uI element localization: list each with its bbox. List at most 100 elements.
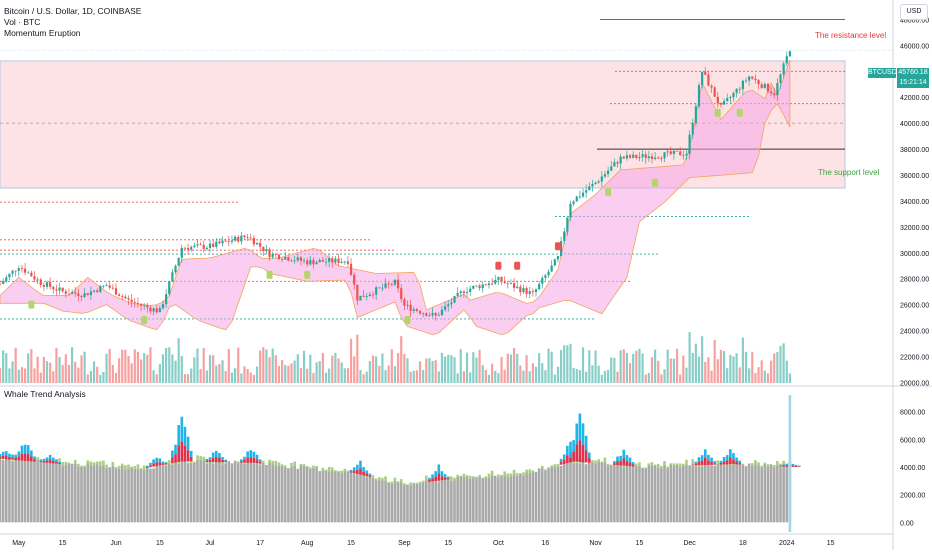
x-tick-label: 18 <box>739 540 747 547</box>
volume-bar <box>268 357 270 383</box>
x-tick-label: 15 <box>156 540 164 547</box>
candle <box>582 188 584 198</box>
whale-bar <box>61 466 64 522</box>
whale-bar-green <box>754 460 757 464</box>
whale-bar-red <box>704 458 707 465</box>
candle <box>237 235 239 244</box>
y-tick-label: 26000.00 <box>900 303 929 310</box>
x-tick-label: Nov <box>589 540 602 547</box>
volume-bar <box>657 361 659 383</box>
volume-bar <box>24 368 26 383</box>
whale-bar-cyan <box>438 464 441 473</box>
candle-body <box>739 89 741 90</box>
momentum-indicator-label[interactable]: Momentum Eruption <box>4 28 81 38</box>
x-tick-label: 17 <box>256 540 264 547</box>
candle-body <box>522 288 524 292</box>
whale-bar <box>325 471 328 522</box>
whale-bar-red <box>215 457 218 462</box>
whale-bar-green <box>767 464 770 466</box>
whale-bar <box>90 465 93 522</box>
whale-bar-cyan <box>707 455 710 461</box>
y-tick-label: 30000.00 <box>900 251 929 258</box>
whale-bar-green <box>488 474 491 478</box>
whale-bar <box>278 466 281 522</box>
volume-bar <box>491 364 493 383</box>
candle-body <box>8 274 10 277</box>
candle-body <box>632 155 634 158</box>
candle-body <box>623 157 625 159</box>
whale-bar <box>434 481 437 523</box>
volume-bar <box>516 354 518 383</box>
volume-bar <box>290 363 292 383</box>
candle-body <box>673 151 675 154</box>
whale-bar <box>18 460 21 523</box>
whale-bar-latest <box>789 395 792 532</box>
whale-bar-green <box>187 462 190 463</box>
whale-bar-red <box>622 458 625 465</box>
candle-body <box>576 197 578 202</box>
candle <box>24 263 26 275</box>
volume-bar <box>748 368 750 383</box>
candle-body <box>384 283 386 287</box>
volume-bar <box>494 371 496 383</box>
whale-bar-red <box>365 474 368 477</box>
candle-body <box>30 273 32 277</box>
candle-body <box>610 166 612 170</box>
whale-bar <box>594 463 597 522</box>
whale-bar-green <box>412 483 415 484</box>
volume-bar <box>46 361 48 383</box>
candle <box>513 278 515 292</box>
candle-body <box>598 181 600 182</box>
whale-bar-green <box>347 471 350 472</box>
whale-bar-cyan <box>428 478 431 480</box>
whale-bar-green <box>372 475 375 478</box>
volume-bar <box>341 362 343 383</box>
volume-bar <box>566 345 568 383</box>
y-tick-label: 40000.00 <box>900 121 929 128</box>
candle <box>350 258 352 276</box>
whale-bar-cyan <box>146 466 149 467</box>
whale-bar <box>27 460 30 522</box>
candle-body <box>444 306 446 309</box>
symbol-title[interactable]: Bitcoin / U.S. Dollar, 1D, COINBASE <box>4 6 141 16</box>
candle-body <box>754 79 756 80</box>
candle-body <box>190 247 192 250</box>
whale-bar <box>497 477 500 522</box>
volume-bar <box>171 354 173 383</box>
whale-bar-green <box>503 471 506 475</box>
signal-marker <box>555 242 561 250</box>
volume-bar <box>0 368 1 383</box>
volume-bar <box>438 372 440 383</box>
candle-body <box>131 300 133 302</box>
candle-body <box>667 151 669 152</box>
candle-body <box>99 286 101 292</box>
volume-bar <box>27 353 29 383</box>
whale-bar-red <box>2 456 5 459</box>
candle <box>212 240 214 247</box>
volume-bar <box>174 361 176 383</box>
volume-bar <box>278 366 280 383</box>
whale-bar <box>575 463 578 523</box>
whale-bar-red <box>14 458 17 460</box>
x-tick-label: May <box>12 540 26 547</box>
candle-body <box>278 255 280 259</box>
currency-badge[interactable]: USD <box>900 4 928 20</box>
whale-bar-green <box>416 483 419 484</box>
candle-body <box>416 309 418 311</box>
whale-bar-red <box>350 471 353 472</box>
whale-bar-green <box>666 467 669 468</box>
volume-bar <box>143 353 145 383</box>
volume-indicator-label[interactable]: Vol · BTC <box>4 17 40 27</box>
whale-bar-red <box>713 463 716 465</box>
whale-indicator-label[interactable]: Whale Trend Analysis <box>4 389 86 399</box>
candle <box>168 281 170 297</box>
volume-bar <box>77 368 79 383</box>
whale-bar-green <box>654 465 657 466</box>
whale-bar-cyan <box>713 461 716 463</box>
whale-bar-green <box>406 484 409 485</box>
y-tick-label: 36000.00 <box>900 173 929 180</box>
volume-bar <box>720 350 722 383</box>
candle-body <box>607 171 609 174</box>
